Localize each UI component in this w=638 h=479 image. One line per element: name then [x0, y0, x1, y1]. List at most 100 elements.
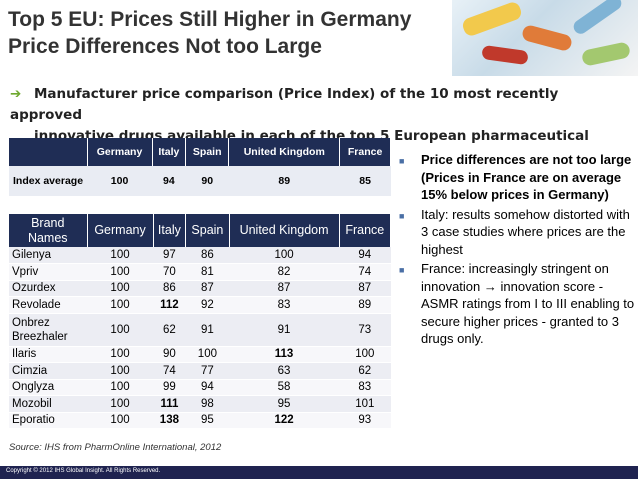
brand-name: Ozurdex	[9, 280, 87, 297]
table-cell: 74	[153, 362, 186, 380]
table-cell: 82	[229, 263, 340, 281]
bullet-text: Price differences are not too large (Pri…	[421, 152, 632, 202]
brand-name: Cimzia	[9, 362, 87, 380]
header-cell	[9, 138, 88, 166]
table-cell: 83	[339, 379, 391, 396]
table-cell: 100	[185, 346, 230, 363]
header-cell: Brand Names	[9, 214, 88, 247]
table-cell: 85	[339, 166, 391, 196]
table-cell: 97	[153, 247, 186, 264]
index-table-header: Germany Italy Spain United Kingdom Franc…	[9, 138, 391, 166]
table-cell: 89	[339, 296, 391, 314]
header-cell: United Kingdom	[229, 214, 340, 247]
brand-name: Onglyza	[9, 379, 87, 396]
table-cell: 92	[185, 296, 230, 314]
header-image	[452, 0, 638, 76]
brand-name: Mozobil	[9, 395, 87, 413]
table-cell: 74	[339, 263, 391, 281]
header-cell: Spain	[185, 214, 230, 247]
slide-title: Top 5 EU: Prices Still Higher in Germany…	[8, 6, 448, 60]
index-average-table: Germany Italy Spain United Kingdom Franc…	[9, 138, 391, 196]
table-cell: 100	[87, 313, 154, 347]
table-cell: 90	[153, 346, 186, 363]
table-row: Vpriv 100 70 81 82 74	[9, 263, 391, 281]
brand-name: Gilenya	[9, 247, 87, 264]
bullet-item: ■ Price differences are not too large (P…	[397, 151, 635, 204]
table-row: Eporatio 100 138 95 122 93	[9, 412, 391, 429]
index-average-row: Index average 100 94 90 89 85	[9, 166, 391, 196]
table-cell: 91	[185, 313, 230, 347]
header-cell: Germany	[87, 138, 153, 166]
title-line-2: Price Differences Not too Large	[8, 35, 322, 58]
table-cell: 100	[87, 379, 154, 396]
header-cell: Italy	[152, 138, 187, 166]
brand-name: Vpriv	[9, 263, 87, 281]
table-cell: 94	[152, 166, 186, 196]
table-cell: 62	[153, 313, 186, 347]
table-cell: 87	[229, 280, 340, 297]
brand-name: Ilaris	[9, 346, 87, 363]
square-bullet-icon: ■	[399, 156, 405, 166]
table-cell: 62	[339, 362, 391, 380]
table-cell-highlight: 138	[153, 412, 186, 429]
brand-name: Eporatio	[9, 412, 87, 429]
table-cell: 100	[87, 280, 154, 297]
table-row: Ilaris 100 90 100 113 100	[9, 346, 391, 363]
table-row: Mozobil 100 111 98 95 101	[9, 395, 391, 413]
title-line-1: Top 5 EU: Prices Still Higher in Germany	[8, 8, 412, 31]
table-cell: 100	[87, 247, 154, 264]
brand-name: Revolade	[9, 296, 87, 314]
table-cell: 95	[185, 412, 230, 429]
table-row: Onbrez Breezhaler 100 62 91 91 73	[9, 313, 391, 347]
copyright-text: Copyright © 2012 IHS Global Insight. All…	[6, 468, 161, 474]
table-cell: 58	[229, 379, 340, 396]
table-cell: 86	[185, 247, 230, 264]
table-cell-highlight: 122	[229, 412, 340, 429]
table-cell-highlight: 111	[153, 395, 186, 413]
square-bullet-icon: ■	[399, 265, 405, 275]
table-cell: 100	[87, 362, 154, 380]
footer-bar: Copyright © 2012 IHS Global Insight. All…	[0, 466, 638, 479]
brand-price-table: Brand Names Germany Italy Spain United K…	[9, 214, 392, 429]
subtitle-line-1: Manufacturer price comparison (Price Ind…	[10, 86, 559, 123]
header-cell: United Kingdom	[228, 138, 341, 166]
table-cell: 100	[87, 166, 153, 196]
bullet-item: ■ Italy: results somehow distorted with …	[397, 206, 635, 259]
table-row: Cimzia 100 74 77 63 62	[9, 362, 391, 380]
table-cell: 100	[229, 247, 340, 264]
header-cell: France	[339, 214, 392, 247]
table-cell: 101	[339, 395, 391, 413]
table-cell: 100	[87, 412, 154, 429]
table-cell: 91	[229, 313, 340, 347]
brand-name: Onbrez Breezhaler	[9, 313, 87, 347]
bullet-text: Italy: results somehow distorted with 3 …	[421, 206, 630, 257]
table-cell: 89	[228, 166, 340, 196]
row-label: Index average	[9, 166, 87, 196]
table-row: Revolade 100 112 92 83 89	[9, 296, 391, 314]
header-cell: Spain	[185, 138, 230, 166]
table-cell: 81	[185, 263, 230, 281]
table-cell: 94	[339, 247, 391, 264]
table-cell: 77	[185, 362, 230, 380]
table-row: Ozurdex 100 86 87 87 87	[9, 280, 391, 297]
table-cell: 100	[87, 296, 154, 314]
table-row: Onglyza 100 99 94 58 83	[9, 379, 391, 396]
table-cell: 63	[229, 362, 340, 380]
header-cell: Germany	[87, 214, 154, 247]
table-cell: 100	[339, 346, 391, 363]
table-cell: 99	[153, 379, 186, 396]
arrow-right-icon: ➔	[10, 86, 22, 102]
table-cell: 86	[153, 280, 186, 297]
table-cell: 93	[339, 412, 391, 429]
table-cell: 100	[87, 395, 154, 413]
header-cell: Italy	[153, 214, 187, 247]
table-cell: 73	[339, 313, 391, 347]
table-cell: 94	[185, 379, 230, 396]
table-cell: 70	[153, 263, 186, 281]
table-cell: 87	[185, 280, 230, 297]
square-bullet-icon: ■	[399, 210, 405, 221]
bullet-item: ■ France: increasingly stringent on inno…	[397, 260, 635, 348]
source-note: Source: IHS from PharmOnline Internation…	[9, 442, 222, 453]
table-row: Gilenya 100 97 86 100 94	[9, 247, 391, 264]
table-cell: 98	[185, 395, 230, 413]
